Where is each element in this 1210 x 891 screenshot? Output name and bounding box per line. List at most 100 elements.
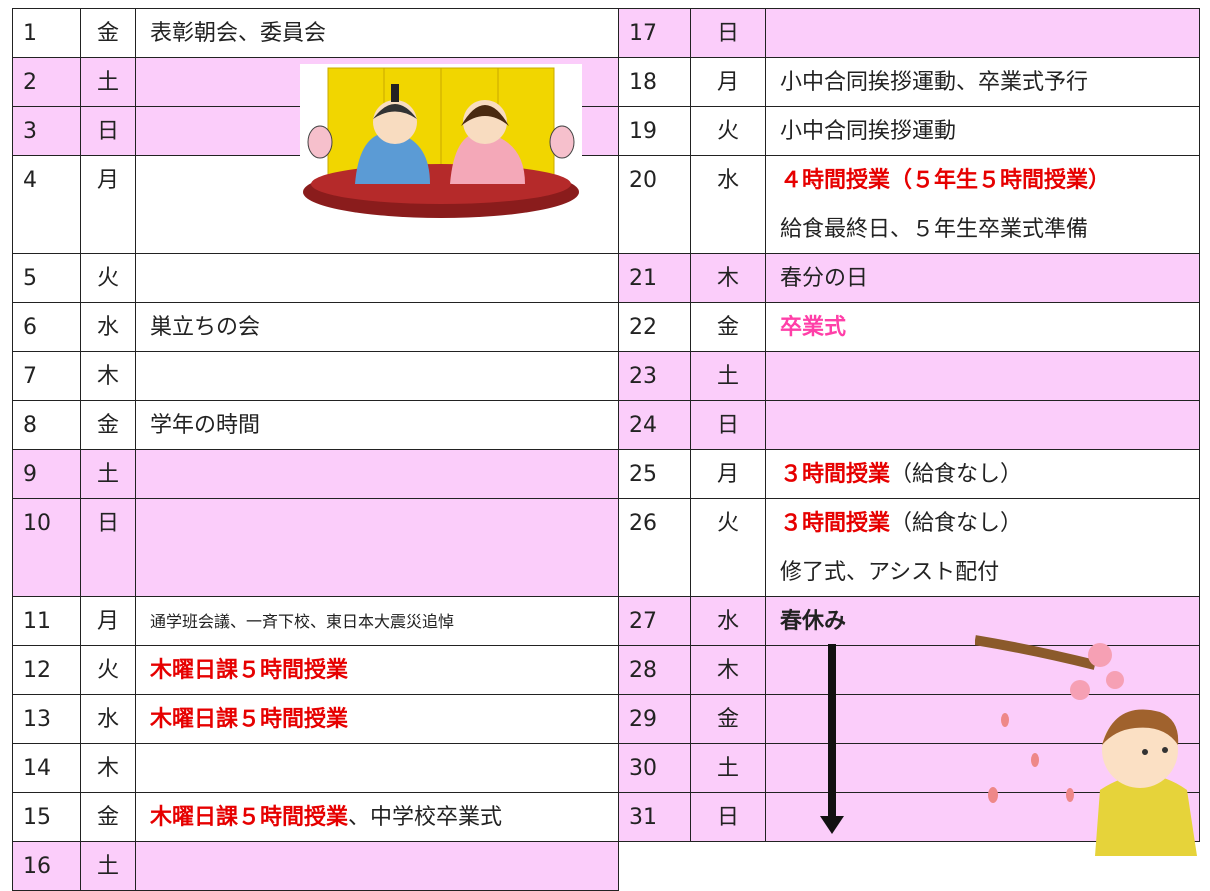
event-cell: ３時間授業（給食なし） bbox=[765, 449, 1200, 499]
event-text: 修了式、アシスト配付 bbox=[780, 560, 1000, 585]
weekday: 月 bbox=[690, 449, 766, 499]
event-line: ３時間授業（給食なし） bbox=[780, 450, 1022, 499]
event-cell bbox=[135, 351, 619, 401]
day-number: 19 bbox=[618, 106, 691, 156]
event-line: 給食最終日、５年生卒業式準備 bbox=[780, 205, 1088, 254]
weekday: 火 bbox=[80, 645, 136, 695]
event-line: 表彰朝会、委員会 bbox=[150, 9, 326, 58]
event-text: ４時間授業（５年生５時間授業） bbox=[780, 168, 1111, 193]
day-number: 29 bbox=[618, 694, 691, 744]
day-number: 1 bbox=[12, 8, 81, 58]
day-number: 30 bbox=[618, 743, 691, 793]
day-number: 15 bbox=[12, 792, 81, 842]
event-text: 給食最終日、５年生卒業式準備 bbox=[780, 217, 1089, 242]
event-line: 卒業式 bbox=[780, 303, 846, 352]
day-number: 6 bbox=[12, 302, 81, 352]
weekday: 金 bbox=[690, 694, 766, 744]
weekday: 金 bbox=[80, 400, 136, 450]
event-line: 学年の時間 bbox=[150, 401, 260, 450]
weekday: 土 bbox=[690, 743, 766, 793]
day-number: 10 bbox=[12, 498, 81, 597]
day-number: 12 bbox=[12, 645, 81, 695]
event-cell: 木曜日課５時間授業 bbox=[135, 694, 619, 744]
event-text: 春休み bbox=[780, 609, 847, 634]
event-text: （給食なし） bbox=[890, 462, 1023, 487]
day-number: 16 bbox=[12, 841, 81, 891]
event-cell bbox=[135, 449, 619, 499]
day-number: 25 bbox=[618, 449, 691, 499]
hina-illustration bbox=[300, 64, 582, 222]
event-cell bbox=[135, 253, 619, 303]
day-number: 20 bbox=[618, 155, 691, 254]
event-cell bbox=[135, 743, 619, 793]
event-text: 木曜日課５時間授業 bbox=[150, 805, 349, 830]
weekday: 水 bbox=[690, 596, 766, 646]
weekday: 月 bbox=[80, 596, 136, 646]
day-number: 4 bbox=[12, 155, 81, 254]
event-cell: 表彰朝会、委員会 bbox=[135, 8, 619, 58]
weekday: 木 bbox=[690, 253, 766, 303]
event-text: 、中学校卒業式 bbox=[348, 805, 503, 830]
child-illustration bbox=[975, 635, 1197, 856]
event-text: 巣立ちの会 bbox=[150, 315, 261, 340]
weekday: 月 bbox=[690, 57, 766, 107]
weekday: 土 bbox=[690, 351, 766, 401]
day-number: 3 bbox=[12, 106, 81, 156]
event-cell bbox=[765, 400, 1200, 450]
event-line: 春分の日 bbox=[780, 254, 868, 303]
event-cell: ４時間授業（５年生５時間授業） 給食最終日、５年生卒業式準備 bbox=[765, 155, 1200, 254]
day-number: 2 bbox=[12, 57, 81, 107]
event-cell: 春分の日 bbox=[765, 253, 1200, 303]
weekday: 日 bbox=[690, 400, 766, 450]
event-cell: 小中合同挨拶運動 bbox=[765, 106, 1200, 156]
weekday: 月 bbox=[80, 155, 136, 254]
weekday: 水 bbox=[80, 302, 136, 352]
weekday: 土 bbox=[80, 449, 136, 499]
arrow bbox=[820, 644, 844, 834]
event-line: 通学班会議、一斉下校、東日本大震災追悼 bbox=[150, 597, 454, 646]
event-line: 巣立ちの会 bbox=[150, 303, 260, 352]
day-number: 21 bbox=[618, 253, 691, 303]
weekday: 金 bbox=[80, 792, 136, 842]
event-line: 小中合同挨拶運動、卒業式予行 bbox=[780, 58, 1088, 107]
weekday: 木 bbox=[80, 743, 136, 793]
weekday: 日 bbox=[80, 498, 136, 597]
weekday: 火 bbox=[690, 106, 766, 156]
day-number: 23 bbox=[618, 351, 691, 401]
weekday: 木 bbox=[80, 351, 136, 401]
event-cell bbox=[765, 351, 1200, 401]
event-text: 木曜日課５時間授業 bbox=[150, 707, 349, 732]
day-number: 14 bbox=[12, 743, 81, 793]
event-cell: 巣立ちの会 bbox=[135, 302, 619, 352]
event-text: ３時間授業 bbox=[780, 511, 891, 536]
day-number: 27 bbox=[618, 596, 691, 646]
day-number: 11 bbox=[12, 596, 81, 646]
event-text: ３時間授業 bbox=[780, 462, 891, 487]
event-cell bbox=[765, 8, 1200, 58]
event-text: 表彰朝会、委員会 bbox=[150, 21, 327, 46]
event-cell bbox=[135, 498, 619, 597]
weekday: 火 bbox=[80, 253, 136, 303]
event-line: 春休み bbox=[780, 597, 846, 646]
weekday: 金 bbox=[690, 302, 766, 352]
day-number: 5 bbox=[12, 253, 81, 303]
weekday: 金 bbox=[80, 8, 136, 58]
event-line: 木曜日課５時間授業 bbox=[150, 646, 348, 695]
day-number: 7 bbox=[12, 351, 81, 401]
event-line: ４時間授業（５年生５時間授業） bbox=[780, 156, 1110, 205]
event-cell: 学年の時間 bbox=[135, 400, 619, 450]
event-line: 修了式、アシスト配付 bbox=[780, 548, 999, 597]
event-cell bbox=[135, 841, 619, 891]
event-text: 木曜日課５時間授業 bbox=[150, 658, 349, 683]
day-number: 13 bbox=[12, 694, 81, 744]
event-text: 小中合同挨拶運動 bbox=[780, 119, 957, 144]
day-number: 18 bbox=[618, 57, 691, 107]
weekday: 水 bbox=[80, 694, 136, 744]
event-cell: 木曜日課５時間授業、中学校卒業式 bbox=[135, 792, 619, 842]
event-text: 卒業式 bbox=[780, 315, 847, 340]
event-text: 小中合同挨拶運動、卒業式予行 bbox=[780, 70, 1089, 95]
weekday: 日 bbox=[690, 792, 766, 842]
weekday: 日 bbox=[80, 106, 136, 156]
event-line: 木曜日課５時間授業 bbox=[150, 695, 348, 744]
